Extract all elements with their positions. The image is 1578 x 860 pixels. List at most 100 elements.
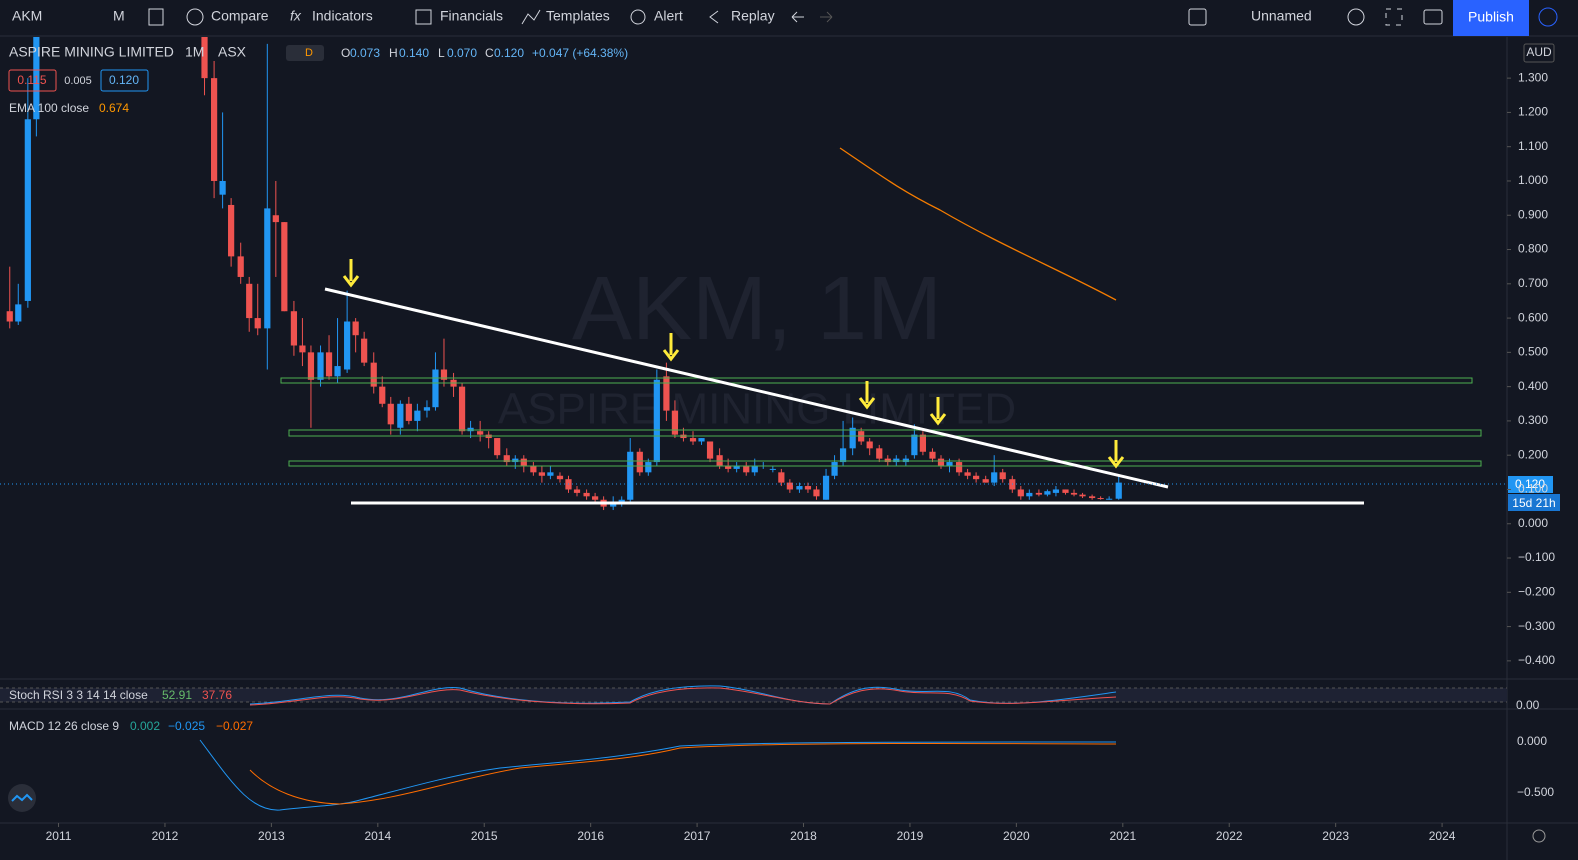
candle-body (671, 410, 679, 435)
layout-name[interactable]: Unnamed (1251, 8, 1312, 24)
candle-body (733, 465, 740, 469)
candle-body (618, 499, 625, 504)
replay-button[interactable]: Replay (731, 8, 775, 24)
ohlc-value: 0.120 (494, 46, 524, 60)
compare-button[interactable]: Compare (211, 8, 269, 24)
price-tick-label: −0.400 (1518, 653, 1555, 667)
candle-body (946, 462, 953, 466)
price-tick-label: 0.700 (1518, 276, 1548, 290)
countdown-tag (1508, 494, 1560, 511)
price-tick-label: −0.300 (1518, 619, 1555, 633)
candle-body (334, 366, 341, 377)
candle-body (796, 486, 803, 490)
publish-bg[interactable] (1453, 0, 1529, 36)
candle-body (1115, 482, 1122, 499)
zone-box[interactable] (288, 429, 1482, 437)
macd-pane: MACD 12 26 close 9 0.002 −0.025 −0.027 0… (8, 719, 1554, 812)
time-axis-settings[interactable] (1532, 829, 1546, 843)
candle-body (973, 475, 980, 480)
candle-body (228, 204, 235, 257)
price-tick-label: −0.100 (1518, 550, 1555, 564)
time-tick-label: 2017 (684, 829, 711, 843)
ema-value: 0.674 (99, 101, 129, 115)
price-tick-label: 0.400 (1518, 379, 1548, 393)
candle-body (653, 379, 660, 463)
templates-button[interactable]: Templates (546, 8, 610, 24)
macd-signal-line (249, 742, 1117, 805)
layout-icon[interactable] (1188, 8, 1207, 26)
macd-axis-label: 0.000 (1517, 734, 1547, 748)
undo-button[interactable] (791, 11, 804, 23)
time-tick-label: 2024 (1429, 829, 1456, 843)
stoch-k-value: 52.91 (162, 688, 192, 702)
alert-button[interactable]: Alert (654, 8, 683, 24)
arrow[interactable] (662, 333, 680, 362)
tv-logo[interactable] (8, 784, 36, 812)
candle-body (884, 458, 891, 463)
candle-body (839, 448, 847, 463)
candle-body (272, 215, 279, 223)
stoch-k-line (249, 685, 1117, 705)
price-tick-label: 0.500 (1518, 345, 1548, 359)
fullscreen-button[interactable] (1385, 8, 1403, 26)
indicators-button[interactable]: Indicators (312, 8, 373, 24)
candle-body (1017, 489, 1024, 497)
candle-body (254, 318, 261, 329)
macd-signal-value: −0.027 (216, 719, 253, 733)
time-tick-label: 2021 (1109, 829, 1136, 843)
candle-body (520, 458, 527, 466)
price-tick-label: 1.100 (1518, 139, 1548, 153)
redo-button[interactable] (820, 11, 833, 23)
countdown: 15d 21h (1512, 496, 1555, 510)
candle-body (512, 458, 519, 463)
candle-body (414, 410, 421, 421)
ohlc-label: O (341, 46, 350, 60)
currency-box[interactable] (1523, 43, 1555, 63)
ohlc-label: H (389, 46, 398, 60)
watermark-name: ASPIRE MINING LIMITED (498, 385, 1016, 434)
candle-body (379, 386, 386, 404)
ohlc-label: C (485, 46, 494, 60)
ema-label: EMA 100 close (9, 101, 89, 115)
time-tick-label: 2022 (1216, 829, 1243, 843)
candle-body (494, 438, 501, 456)
ask-box[interactable] (100, 69, 149, 92)
snapshot-button[interactable] (1423, 9, 1443, 25)
price-tick-label: 1.000 (1518, 173, 1548, 187)
financials-button[interactable]: Financials (440, 8, 503, 24)
candle-body (1089, 496, 1096, 499)
candle-body (804, 486, 812, 490)
candle-body (591, 496, 599, 500)
arrow[interactable] (929, 397, 947, 426)
zone-box[interactable] (288, 460, 1482, 467)
candle-body (849, 427, 856, 449)
compare-icon (186, 8, 204, 26)
macd-line (199, 739, 1117, 811)
settings-button[interactable] (1347, 8, 1365, 26)
candle-body (344, 321, 351, 370)
change: +0.047 (+64.38%) (532, 46, 628, 60)
time-tick-label: 2012 (152, 829, 179, 843)
candle-body (370, 362, 377, 387)
candle-body (503, 455, 510, 463)
candle-body (583, 492, 590, 497)
bid-box[interactable] (8, 69, 57, 92)
candle-body (929, 451, 936, 459)
arrow[interactable] (342, 259, 360, 288)
arrow[interactable] (858, 381, 876, 410)
interval-button[interactable]: M (113, 8, 125, 24)
zone-box[interactable] (280, 377, 1473, 384)
candle-body (627, 451, 634, 500)
spread: 0.005 (64, 75, 92, 87)
symbol-search[interactable]: AKM (12, 8, 42, 24)
chart-type-icon[interactable] (148, 8, 164, 26)
arrow[interactable] (1107, 440, 1125, 469)
candle-body (237, 256, 244, 277)
trend-line[interactable] (324, 287, 1169, 489)
play-button[interactable] (1538, 7, 1558, 27)
price-tick-label: 0.200 (1518, 447, 1548, 461)
publish-button[interactable]: Publish (1468, 9, 1514, 25)
badge-bg[interactable] (286, 45, 324, 61)
replay-icon (709, 10, 719, 24)
candle-body (876, 448, 883, 459)
